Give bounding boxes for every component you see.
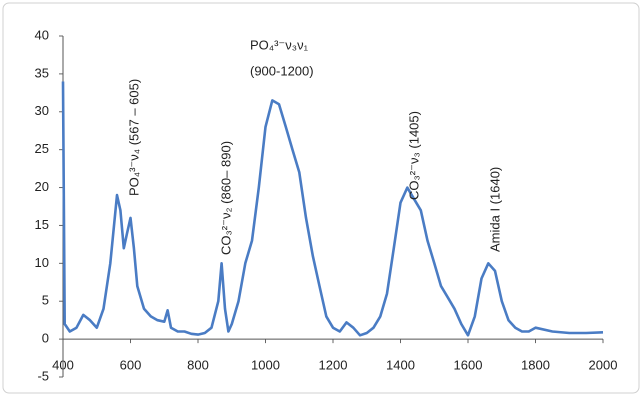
annotation: PO₄³⁻ν₄ (567 – 605) (126, 79, 141, 196)
y-tick-label: -5 (37, 368, 49, 383)
y-tick-label: 20 (35, 179, 49, 194)
x-tick-label: 2000 (589, 357, 618, 372)
y-tick-label: 5 (42, 293, 49, 308)
annotation: (900-1200) (250, 63, 314, 78)
annotation: CO₃²⁻ν₂ (860– 890) (218, 141, 233, 255)
x-tick-label: 1600 (454, 357, 483, 372)
x-tick-label: 1200 (319, 357, 348, 372)
y-tick-label: 40 (35, 27, 49, 42)
y-tick-label: 30 (35, 103, 49, 118)
y-tick-label: 0 (42, 331, 49, 346)
y-tick-label: 25 (35, 141, 49, 156)
x-tick-label: 1800 (521, 357, 550, 372)
annotation: PO₄³⁻ν₃ν₁ (250, 37, 309, 52)
y-tick-label: 35 (35, 65, 49, 80)
y-tick-label: 15 (35, 217, 49, 232)
x-tick-label: 600 (120, 357, 142, 372)
y-tick-label: 10 (35, 255, 49, 270)
x-tick-label: 1400 (386, 357, 415, 372)
annotation: Amida I (1640) (487, 167, 502, 252)
annotation: CO₃²⁻ν₃ (1405) (406, 111, 421, 200)
x-tick-label: 800 (187, 357, 209, 372)
line (61, 81, 604, 337)
x-tick-label: 1000 (251, 357, 280, 372)
